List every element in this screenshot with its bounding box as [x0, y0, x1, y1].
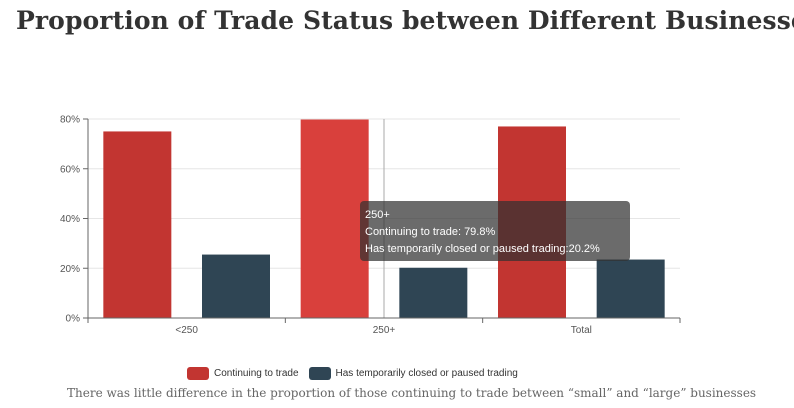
bar-continuing-1[interactable]	[300, 119, 369, 318]
legend-label-continuing: Continuing to trade	[214, 368, 299, 379]
x-tick-label: Total	[571, 325, 592, 336]
chart-caption: There was little difference in the propo…	[67, 386, 757, 400]
tooltip-closed-value: Has temporarily closed or paused trading…	[365, 243, 600, 255]
y-tick-label: 20%	[60, 264, 80, 275]
y-tick-label: 0%	[66, 314, 81, 325]
legend-label-closed: Has temporarily closed or paused trading	[335, 368, 518, 379]
tooltip-category: 250+	[365, 209, 390, 221]
axes: 0% 20% 40% 60% 80% <250 250+ Total	[60, 115, 681, 336]
bar-continuing-0[interactable]	[103, 131, 172, 318]
bar-closed-1[interactable]	[399, 267, 468, 318]
x-tick-label: <250	[175, 325, 198, 336]
y-tick-label: 80%	[60, 115, 80, 126]
legend-item-closed[interactable]: Has temporarily closed or paused trading	[308, 367, 518, 380]
legend-swatch-continuing	[187, 367, 209, 380]
bar-closed-0[interactable]	[202, 254, 270, 318]
chart-title: Proportion of Trade Status between Diffe…	[16, 6, 794, 35]
y-tick-label: 40%	[60, 214, 80, 225]
legend-swatch-closed	[308, 367, 331, 380]
y-tick-label: 60%	[60, 164, 80, 175]
x-tick-label: 250+	[373, 325, 396, 336]
tooltip-continuing-value: Continuing to trade: 79.8%	[365, 226, 496, 238]
bar-closed-2[interactable]	[596, 259, 665, 318]
chart-tooltip: 250+ Continuing to trade: 79.8% Has temp…	[360, 201, 630, 261]
legend-item-continuing[interactable]: Continuing to trade	[187, 367, 299, 380]
chart-legend: Continuing to trade Has temporarily clos…	[187, 367, 528, 380]
